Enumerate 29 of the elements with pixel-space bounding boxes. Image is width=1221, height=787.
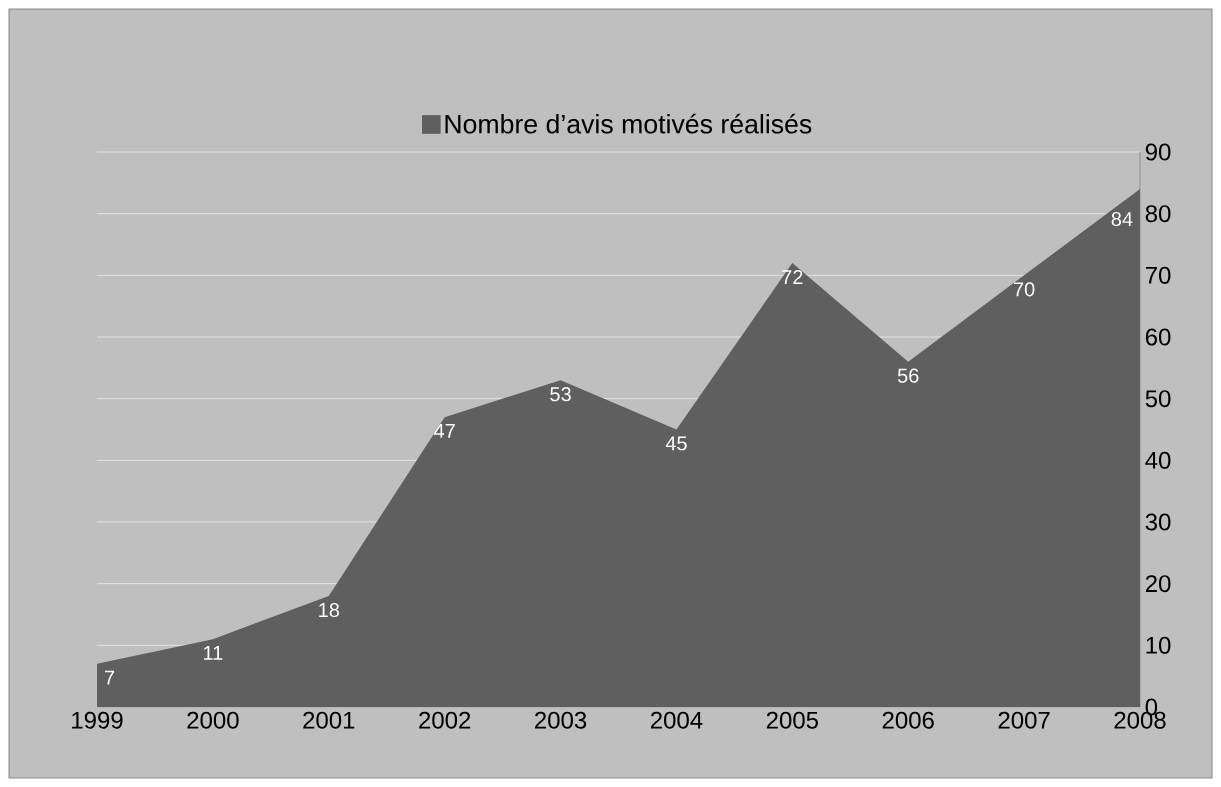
y-tick-label: 10 [1146, 636, 1171, 654]
data-label: 47 [434, 424, 455, 438]
legend-label: Nombre d’avis motivés réalisés [445, 113, 812, 134]
data-label: 53 [550, 387, 571, 402]
x-tick-label: 2000 [187, 711, 239, 729]
x-tick-label: 2006 [882, 711, 934, 729]
x-tick-label: 2007 [998, 711, 1050, 729]
y-tick-label: 90 [1145, 143, 1171, 161]
data-label: 7 [104, 670, 115, 685]
data-label: 84 [1111, 211, 1133, 227]
data-label: 70 [1014, 282, 1035, 297]
x-tick-label: 2001 [303, 711, 355, 729]
x-tick-label: 1999 [72, 711, 123, 729]
y-tick-label: 30 [1145, 513, 1171, 531]
y-tick-label: 80 [1145, 205, 1171, 223]
y-tick-label: 60 [1145, 328, 1171, 346]
data-label: 72 [782, 269, 803, 284]
y-tick-label: 70 [1145, 266, 1171, 284]
x-tick-label: 2002 [419, 711, 471, 729]
x-tick-label: 2005 [766, 711, 819, 729]
data-label: 56 [897, 368, 919, 383]
data-label: 18 [319, 602, 340, 618]
x-tick-label: 2004 [650, 711, 703, 729]
data-label: 45 [665, 436, 687, 451]
y-tick-label: 50 [1145, 390, 1171, 408]
y-tick-label: 20 [1145, 575, 1171, 593]
data-label: 11 [204, 646, 223, 660]
y-tick-label: 40 [1145, 451, 1171, 469]
x-tick-label: 2003 [535, 711, 587, 729]
